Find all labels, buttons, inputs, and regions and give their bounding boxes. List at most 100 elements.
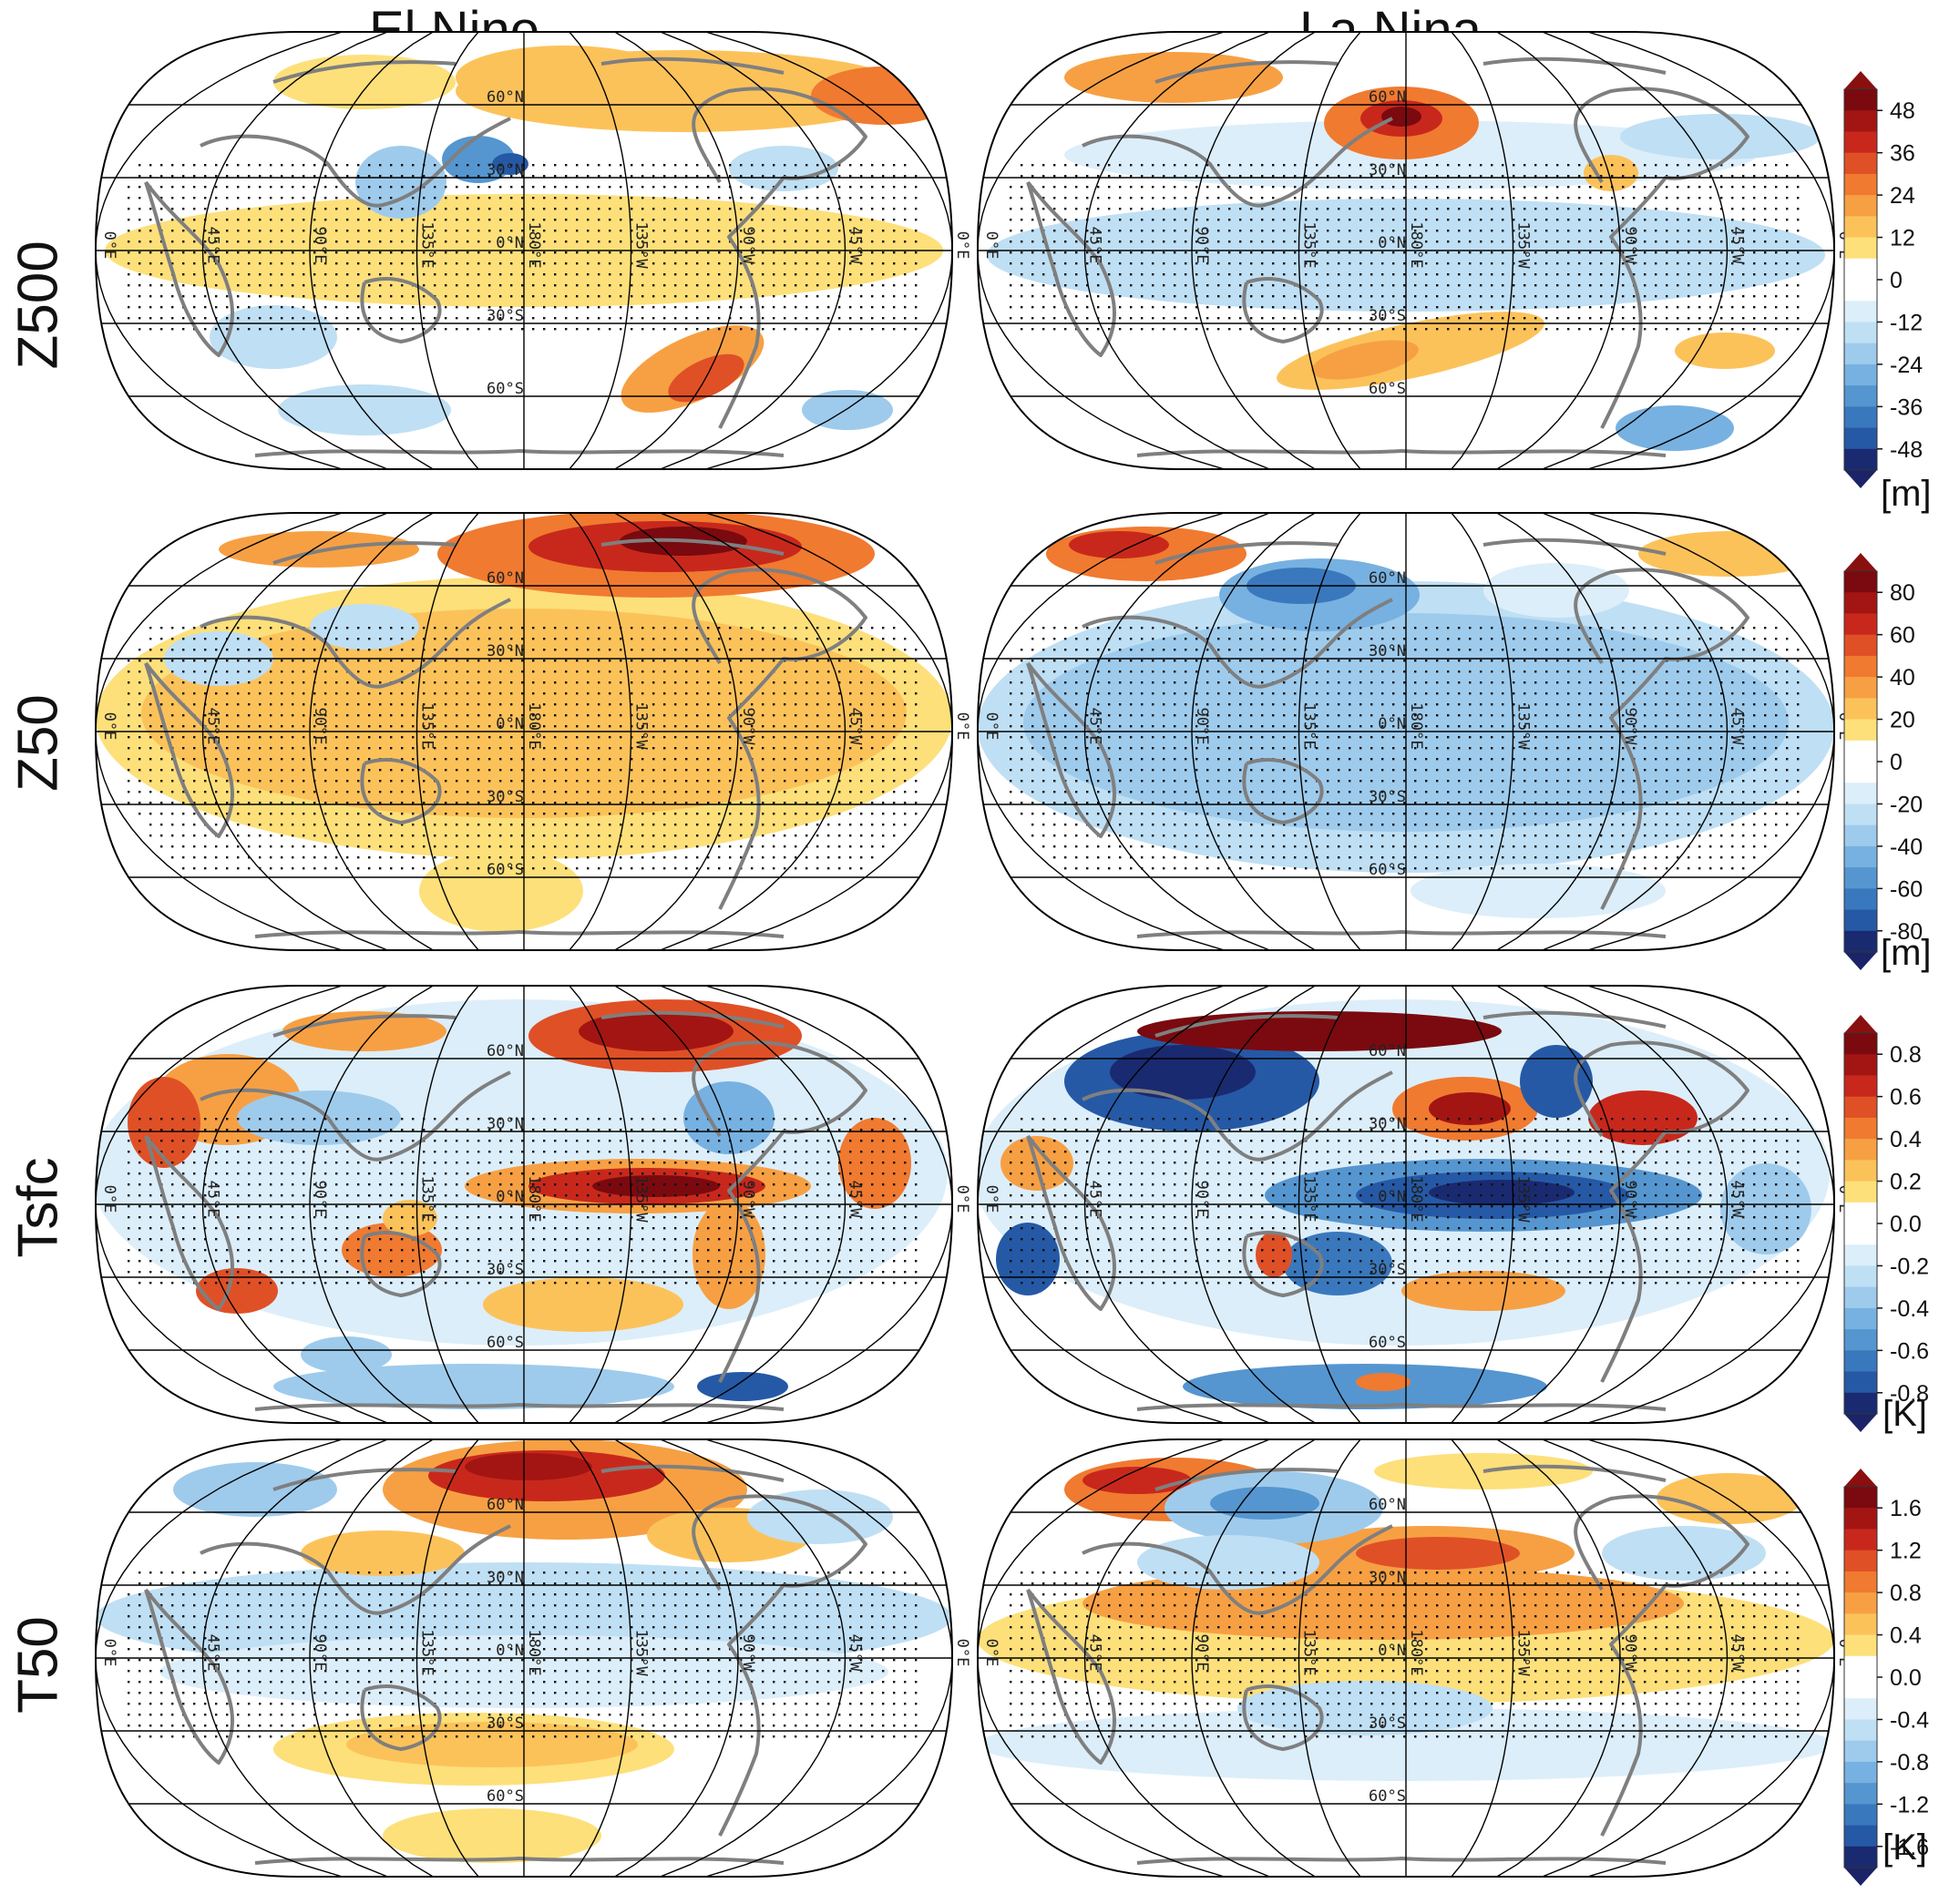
colorbar-tick-label: -80 — [1890, 919, 1923, 945]
longitude-label: 0°E — [982, 712, 1000, 741]
colorbar-tick-label: 12 — [1890, 226, 1915, 251]
colorbar-segment — [1844, 910, 1877, 932]
colorbar-segment — [1844, 720, 1877, 742]
longitude-label: 0°E — [100, 1639, 118, 1667]
colorbar-extend-max — [1844, 1015, 1877, 1033]
colorbar-segment — [1844, 1244, 1877, 1266]
latitude-label: 30°S — [487, 1715, 524, 1733]
longitude-label: 90°W — [739, 1634, 757, 1673]
longitude-label: 135°W — [632, 702, 651, 750]
longitude-label: 45°E — [204, 227, 222, 264]
colorbar-segment — [1844, 1804, 1877, 1826]
colorbar-segment — [1844, 1613, 1877, 1635]
colorbar-segment — [1844, 1203, 1877, 1224]
longitude-label: 90°W — [1621, 1634, 1639, 1673]
latitude-label: 0°N — [496, 234, 524, 252]
colorbar-tick-label: -1.2 — [1890, 1792, 1929, 1817]
longitude-label: 90°E — [1193, 1634, 1211, 1672]
colorbar-extend-min — [1844, 470, 1877, 488]
longitude-label: 90°W — [1621, 1181, 1639, 1219]
latitude-label: 60°N — [1369, 569, 1406, 588]
longitude-label: 135°E — [1300, 702, 1318, 749]
longitude-label: 90°E — [1193, 1181, 1211, 1218]
longitude-label: 0°E — [953, 712, 971, 741]
longitude-label: 180°E — [525, 702, 543, 749]
colorbar-tick-label: 40 — [1890, 665, 1915, 691]
longitude-label: 45°E — [1086, 1634, 1104, 1672]
colorbar-segment — [1844, 449, 1877, 471]
colorbar-segment — [1844, 1783, 1877, 1805]
colorbar-segment — [1844, 1741, 1877, 1763]
colorbar-segment — [1844, 1054, 1877, 1076]
colorbar-tick-label: -0.2 — [1890, 1254, 1929, 1279]
latitude-label: 30°S — [487, 1261, 524, 1279]
latitude-label: 0°N — [496, 1188, 524, 1206]
colorbar-segment — [1844, 343, 1877, 365]
colorbar-segment — [1844, 1393, 1877, 1415]
colorbar-extend-max — [1844, 1469, 1877, 1487]
colorbar-t50: 1.61.20.80.40.0-0.4-0.8-1.2-1.6 — [1831, 1467, 1939, 1904]
colorbar-segment — [1844, 1139, 1877, 1161]
colorbar-segment — [1844, 322, 1877, 343]
longitude-label: 135°E — [418, 1629, 436, 1675]
colorbar-segment — [1844, 1592, 1877, 1614]
longitude-label: 180°E — [525, 1175, 543, 1222]
colorbar-segment — [1844, 1762, 1877, 1784]
colorbar-tick-label: 60 — [1890, 623, 1915, 649]
longitude-label: 90°W — [1621, 708, 1639, 746]
latitude-label: 60°N — [487, 569, 524, 588]
longitude-label: 45°W — [846, 1634, 865, 1673]
longitude-label: 135°E — [418, 221, 436, 268]
colorbar-tick-label: -60 — [1890, 876, 1923, 902]
latitude-label: 60°N — [1369, 1496, 1406, 1514]
colorbar-segment — [1844, 1677, 1877, 1699]
colorbar-segment — [1844, 1223, 1877, 1245]
longitude-label: 90°E — [1193, 708, 1211, 745]
latitude-label: 60°N — [487, 1496, 524, 1514]
colorbar-extend-max — [1844, 553, 1877, 571]
longitude-label: 45°E — [1086, 708, 1104, 745]
colorbar-tick-label: -12 — [1890, 310, 1923, 335]
colorbar-segment — [1844, 825, 1877, 847]
colorbar-segment — [1844, 1847, 1877, 1868]
colorbar-segment — [1844, 592, 1877, 614]
longitude-label: 45°W — [1729, 227, 1747, 265]
longitude-label: 90°E — [311, 1634, 329, 1672]
colorbar-tick-label: 48 — [1890, 98, 1915, 124]
colorbar-segment — [1844, 1097, 1877, 1119]
longitude-label: 135°W — [1514, 702, 1533, 750]
latitude-label: 30°N — [1369, 642, 1406, 660]
longitude-label: 45°W — [846, 708, 865, 746]
colorbar-tick-label: 1.2 — [1890, 1539, 1922, 1564]
colorbar-tick-label: 20 — [1890, 708, 1915, 733]
colorbar-segment — [1844, 301, 1877, 322]
longitude-label: 90°E — [311, 1181, 329, 1218]
longitude-label: 45°E — [204, 708, 222, 745]
colorbar-segment — [1844, 1571, 1877, 1593]
colorbar-tick-label: 80 — [1890, 580, 1915, 606]
colorbar-tick-label: -0.6 — [1890, 1338, 1929, 1364]
longitude-label: 90°W — [739, 708, 757, 746]
longitude-label: 0°E — [100, 231, 118, 260]
colorbar-segment — [1844, 1308, 1877, 1330]
latitude-label: 30°N — [487, 642, 524, 660]
colorbar-tick-label: 24 — [1890, 183, 1915, 209]
colorbar-segment — [1844, 677, 1877, 699]
colorbar-segment — [1844, 1487, 1877, 1509]
colorbar-tick-label: -24 — [1890, 353, 1923, 378]
longitude-label: 45°E — [204, 1634, 222, 1672]
colorbar-segment — [1844, 385, 1877, 407]
colorbar-segment — [1844, 1826, 1877, 1848]
longitude-label: 90°E — [311, 227, 329, 264]
colorbar-tick-label: -20 — [1890, 792, 1923, 817]
longitude-label: 45°W — [1729, 1181, 1747, 1219]
colorbar-segment — [1844, 888, 1877, 910]
latitude-label: 30°S — [1369, 1715, 1406, 1733]
longitude-label: 135°E — [1300, 1629, 1318, 1675]
colorbar-segment — [1844, 762, 1877, 783]
colorbar-segment — [1844, 613, 1877, 635]
colorbar-segment — [1844, 153, 1877, 175]
